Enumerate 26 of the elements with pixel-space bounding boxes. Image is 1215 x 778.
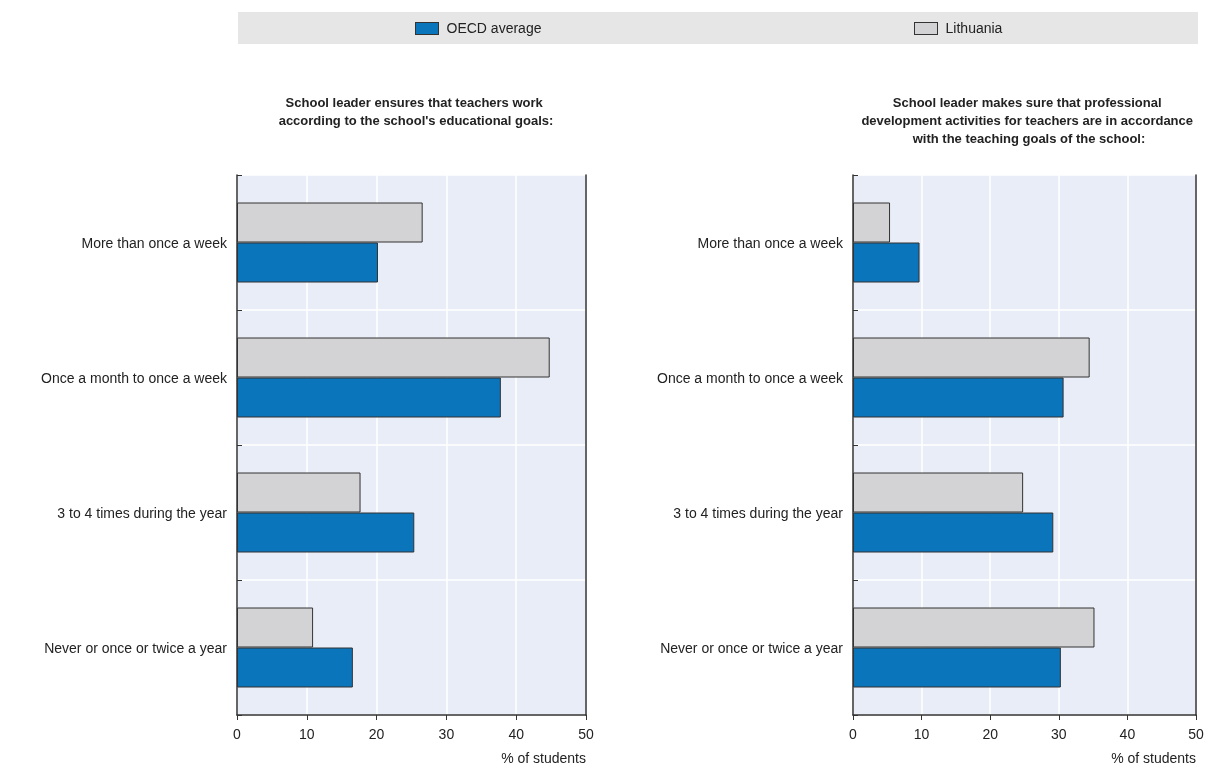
y-tick-label: Never or once or twice a year: [660, 639, 844, 656]
x-tick-label: 10: [299, 726, 315, 742]
x-axis-title: % of students: [1111, 750, 1196, 766]
x-tick-label: 50: [578, 726, 594, 742]
y-tick-label: More than once a week: [697, 234, 844, 251]
y-tick-label: 3 to 4 times during the year: [673, 504, 844, 521]
legend-label: Lithuania: [945, 20, 1003, 36]
x-tick-label: 30: [1051, 726, 1067, 742]
y-tick-label: 3 to 4 times during the year: [57, 504, 228, 521]
chart-title: School leader ensures that teachers work according to the school's educational goals:: [278, 94, 554, 128]
y-tick-label: Never or once or twice a year: [44, 639, 228, 656]
y-tick-label: Once a month to once a week: [657, 369, 844, 386]
legend-label: OECD average: [446, 20, 542, 36]
y-tick-label: More than once a week: [81, 234, 228, 251]
x-tick-label: 50: [1188, 726, 1204, 742]
x-tick-label: 0: [849, 726, 858, 742]
x-tick-label: 40: [1119, 726, 1136, 742]
x-tick-label: 10: [913, 726, 930, 742]
x-tick-label: 30: [438, 726, 455, 742]
x-tick-label: 0: [233, 726, 242, 742]
chart-title: School leader makes sure that professional development activities for teachers are in accordance with the teaching goals of the school:: [861, 94, 1197, 146]
x-axis-title: % of students: [501, 750, 586, 766]
y-tick-label: Once a month to once a week: [41, 369, 228, 386]
x-tick-label: 20: [368, 726, 385, 742]
x-tick-label: 20: [982, 726, 999, 742]
x-tick-label: 40: [508, 726, 525, 742]
